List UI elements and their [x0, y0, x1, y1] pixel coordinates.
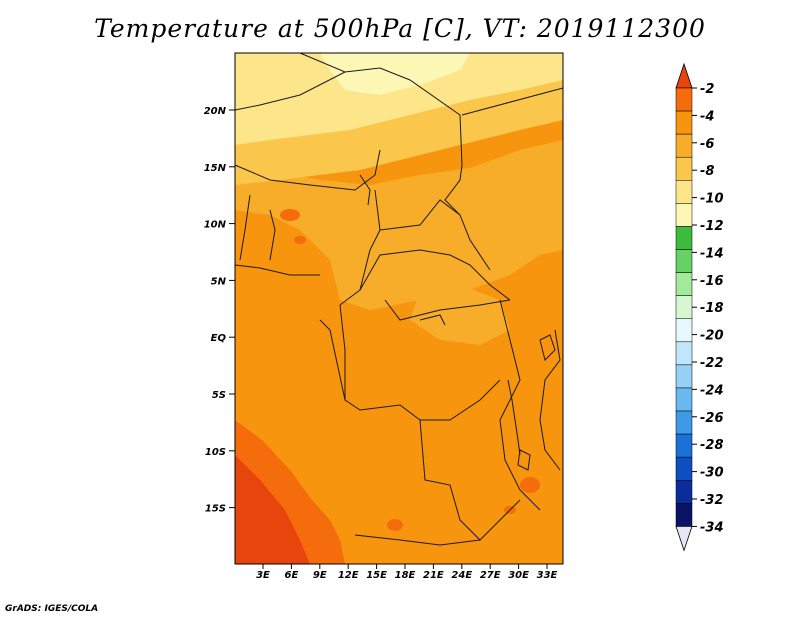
warm-patch — [294, 236, 306, 244]
colorbar-box — [675, 272, 693, 296]
field-cool-8 — [235, 140, 563, 310]
colorbar-top-arrow — [675, 62, 693, 89]
lat-label: EQ — [211, 333, 227, 344]
lon-label: 24E — [451, 570, 472, 581]
field-cool-12 — [235, 53, 563, 145]
warm-patch — [520, 477, 540, 493]
colorbar-box — [675, 456, 693, 481]
field-cool-8b — [410, 285, 510, 345]
colorbar-box — [675, 87, 693, 112]
warm-patch — [387, 519, 403, 531]
colorbar-box — [675, 180, 693, 204]
map-frame — [234, 52, 564, 565]
colorbar-box — [675, 433, 693, 458]
colorbar-label: -6 — [700, 137, 714, 152]
lon-label: 15E — [366, 570, 387, 581]
colorbar-label: -34 — [700, 520, 724, 535]
lat-label: 10S — [205, 447, 226, 458]
lakes — [359, 174, 556, 471]
lon-label: 21E — [423, 570, 444, 581]
lon-label: 27E — [480, 570, 501, 581]
colorbar-box — [675, 133, 693, 158]
lon-label: 12E — [338, 570, 359, 581]
colorbar-box — [675, 341, 693, 366]
lat-label: 10N — [204, 220, 227, 231]
grads-credit: GrADS: IGES/COLA — [5, 604, 99, 614]
colorbar-box — [675, 503, 693, 527]
lon-label: 30E — [508, 570, 529, 581]
lat-label: 5S — [212, 390, 226, 401]
lat-label: 5N — [211, 276, 227, 287]
colorbar-box — [675, 480, 693, 504]
colorbar-box — [675, 226, 693, 250]
colorbar-box — [675, 387, 693, 412]
colorbar-label: -28 — [700, 438, 724, 453]
colorbar-box — [675, 156, 693, 181]
lat-label: 15S — [205, 504, 226, 515]
colorbar-label: -8 — [700, 164, 714, 179]
colorbar-label: -18 — [700, 301, 724, 316]
lon-label: 6E — [285, 570, 299, 581]
colorbar-label: -2 — [700, 82, 714, 97]
colorbar-label: -24 — [700, 383, 724, 398]
warm-patch — [280, 209, 300, 221]
latitude-axis: 20N 15N 10N 5N EQ 5S 10S 15S — [204, 106, 235, 515]
colorbar-label: -32 — [700, 493, 724, 508]
colorbar-label: -4 — [700, 109, 714, 124]
lon-label: 3E — [256, 570, 270, 581]
colorbar-box — [675, 295, 693, 319]
colorbar-label: -12 — [700, 219, 724, 234]
colorbar-box — [675, 410, 693, 435]
colorbar-label: -30 — [700, 466, 724, 481]
colorbar-box — [675, 110, 693, 135]
lat-label: 20N — [204, 106, 227, 117]
lon-label: 9E — [313, 570, 327, 581]
lon-label: 33E — [537, 570, 558, 581]
colorbar-box — [675, 318, 693, 343]
chart-title: Temperature at 500hPa [C], VT: 201911230… — [94, 14, 706, 43]
colorbar-label: -26 — [700, 411, 724, 426]
colorbar-bottom-arrow — [675, 526, 693, 552]
colorbar-box — [675, 364, 693, 389]
colorbar-label: -14 — [700, 246, 724, 261]
field-warmest-southwest — [235, 455, 310, 564]
lat-label: 15N — [204, 163, 227, 174]
colorbar-label: -16 — [700, 274, 724, 289]
country-borders — [234, 52, 564, 546]
longitude-axis: 3E 6E 9E 12E 15E 18E 21E 24E 27E 30E 33E — [256, 564, 558, 581]
colorbar-label: -20 — [700, 329, 724, 344]
colorbar-label: -22 — [700, 356, 724, 371]
colorbar-box — [675, 249, 693, 273]
lon-label: 18E — [395, 570, 416, 581]
colorbar-label: -10 — [700, 192, 724, 207]
colorbar-box — [675, 203, 693, 227]
colorbar: -2 -4 -6 -8 -10 -12 -14 -16 -18 -20 -22 -24 -26 -28 -3… — [675, 62, 724, 552]
